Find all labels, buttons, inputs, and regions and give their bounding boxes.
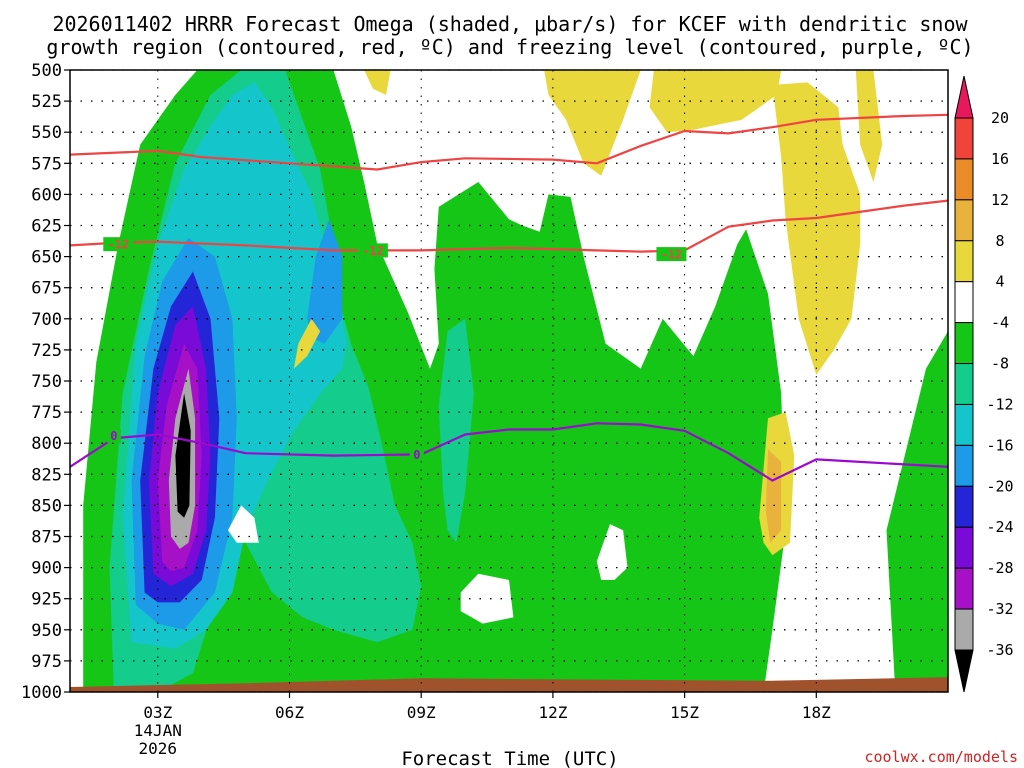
y-tick-label-20: 1000 [21, 683, 62, 703]
colorbar-segment-1 [954, 117, 974, 160]
x-tick-year: 2026 [139, 739, 178, 758]
colorbar-label-6: -8 [991, 355, 1009, 373]
x-tick-label-2: 09Z [407, 703, 436, 722]
colorbar-label-7: -12 [986, 395, 1013, 413]
colorbar-label-2: 12 [991, 191, 1009, 209]
colorbar-segment-12 [954, 567, 974, 610]
omega-region-1 [886, 331, 948, 692]
isotherm-label-3: 0 [110, 429, 117, 443]
colorbar-label-13: -36 [986, 641, 1013, 659]
colorbar-segment-8 [954, 403, 974, 446]
colorbar-label-0: 20 [991, 109, 1009, 127]
colorbar-label-1: 16 [991, 150, 1009, 168]
isotherm-label-0: -12 [107, 238, 129, 252]
y-tick-label-17: 925 [31, 590, 62, 610]
colorbar-label-12: -32 [986, 600, 1013, 618]
omega-region-14 [649, 70, 782, 133]
colorbar-segment-7 [954, 363, 974, 405]
ground-surface [70, 677, 948, 692]
colorbar-label-8: -16 [986, 436, 1013, 454]
omega-region-16 [855, 70, 883, 182]
omega-shaded-regions [70, 70, 948, 692]
y-tick-label-8: 700 [31, 310, 62, 330]
site-credit: coolwx.com/models [864, 748, 1018, 766]
isotherm-label-4: 0 [413, 448, 420, 462]
y-tick-label-6: 650 [31, 248, 62, 268]
y-tick-label-16: 900 [31, 559, 62, 579]
y-tick-label-3: 575 [31, 154, 62, 174]
colorbar-segment-10 [954, 485, 974, 528]
colorbar-segment-4 [954, 240, 974, 283]
isotherm-dgz-bottom [70, 199, 948, 253]
colorbar-segment-13 [954, 608, 974, 651]
omega-region-19 [765, 449, 782, 543]
isotherm-contours: -12 -12 -12 0 0 [70, 113, 948, 482]
y-tick-label-11: 775 [31, 403, 62, 423]
omega-region-22 [596, 524, 628, 580]
colorbar-arrow-bottom [954, 649, 974, 693]
colorbar-segment-3 [954, 199, 974, 242]
omega-region-15 [772, 82, 861, 375]
isotherm-dgz-top [70, 113, 948, 171]
chart-title-line2: growth region (contoured, red, ºC) and f… [46, 35, 973, 59]
x-tick-label-4: 15Z [670, 703, 699, 722]
omega-region-3 [438, 318, 474, 543]
colorbar-label-11: -28 [986, 559, 1013, 577]
colorbar-label-10: -24 [986, 518, 1013, 536]
colorbar-label-9: -20 [986, 477, 1013, 495]
isotherm-label-bg-2 [656, 247, 687, 262]
isotherm-label-1: -12 [362, 244, 384, 258]
isotherm-label-bg-1 [357, 243, 388, 258]
colorbar-label-5: -4 [991, 314, 1009, 332]
y-tick-label-2: 550 [31, 123, 62, 143]
x-tick-label-5: 18Z [802, 703, 831, 722]
colorbar-segment-9 [954, 444, 974, 487]
y-tick-label-19: 975 [31, 652, 62, 672]
omega-region-11 [175, 393, 191, 518]
y-tick-label-9: 725 [31, 341, 62, 361]
colorbar-label-4: 4 [995, 273, 1004, 291]
isotherm-label-bg-3 [106, 428, 121, 443]
colorbar-segment-6 [954, 322, 974, 365]
y-tick-label-7: 675 [31, 279, 62, 299]
y-axis: 500 525 550 575 600 625 650 675 700 725 750 775 800 8… [21, 61, 70, 703]
isotherm-label-2: -12 [661, 248, 683, 262]
colorbar-segment-5 [954, 281, 974, 324]
y-tick-label-12: 800 [31, 434, 62, 454]
y-tick-label-5: 625 [31, 217, 62, 237]
omega-region-13 [544, 70, 641, 176]
x-axis-label: Forecast Time (UTC) [401, 748, 618, 768]
y-tick-label-14: 850 [31, 496, 62, 516]
isotherm-label-bg-4 [409, 447, 424, 462]
y-tick-label-15: 875 [31, 528, 62, 548]
x-tick-label-0: 03Z [143, 703, 172, 722]
y-tick-label-13: 825 [31, 465, 62, 485]
y-tick-label-1: 525 [31, 92, 62, 112]
omega-region-17 [293, 318, 321, 369]
chart-title-line1: 2026011402 HRRR Forecast Omega (shaded, … [52, 12, 968, 36]
y-tick-label-10: 750 [31, 372, 62, 392]
x-tick-date: 14JAN [134, 721, 182, 740]
omega-region-21 [460, 573, 514, 624]
colorbar: 20 16 12 8 4 -4 -8 -12 -16 -20 -24 -28 -32 -36 [954, 75, 1014, 693]
omega-region-20 [228, 505, 259, 543]
x-tick-label-1: 06Z [275, 703, 304, 722]
isotherm-freezing-level [70, 422, 948, 482]
colorbar-segment-2 [954, 158, 974, 201]
y-tick-label-4: 600 [31, 185, 62, 205]
x-tick-label-3: 12Z [538, 703, 567, 722]
isotherm-label-bg-0 [103, 237, 134, 252]
colorbar-arrow-top [954, 75, 974, 119]
colorbar-segment-11 [954, 526, 974, 569]
y-tick-label-0: 500 [31, 61, 62, 81]
y-tick-label-18: 950 [31, 621, 62, 641]
colorbar-label-3: 8 [995, 232, 1004, 250]
omega-region-12 [364, 70, 391, 95]
